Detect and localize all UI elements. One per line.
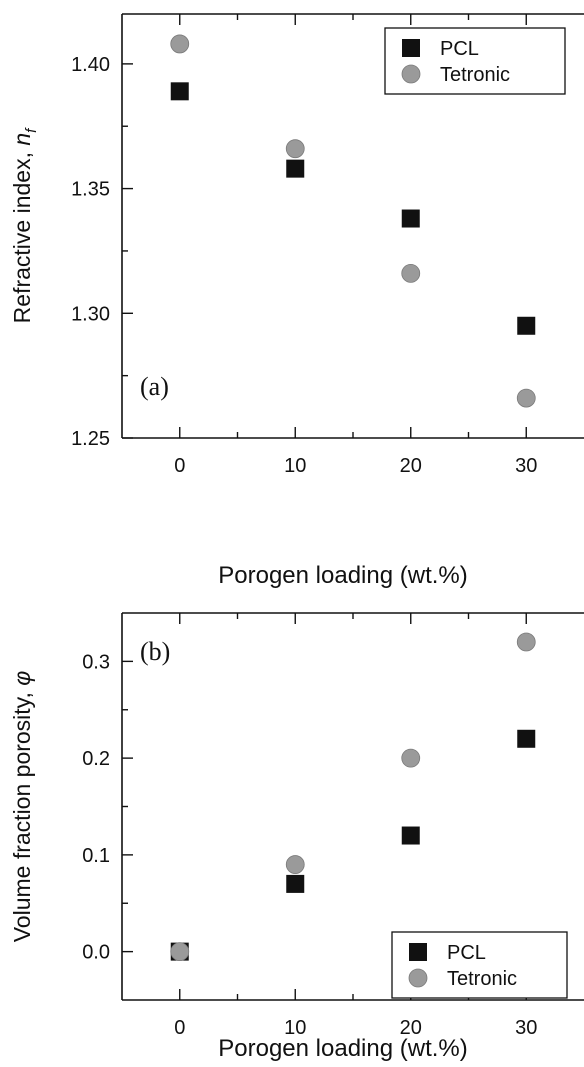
data-point-tetronic (516, 388, 536, 408)
data-point-tetronic (516, 632, 536, 652)
x-tick-label: 10 (284, 455, 306, 477)
data-point-pcl (401, 209, 420, 228)
data-point-tetronic (285, 855, 305, 874)
legend-marker-tetronic (401, 64, 421, 84)
data-point-tetronic (170, 942, 190, 962)
legend: PCL Tetronic (384, 27, 566, 95)
data-point-tetronic (401, 748, 421, 768)
y-axis-label: Volume fraction porosity, φ (9, 671, 35, 943)
y-tick-label: 1.35 (71, 179, 110, 201)
legend: PCL Tetronic (391, 931, 568, 999)
x-axis-label: Porogen loading (wt.%) (218, 1035, 467, 1062)
y-axis-label-symbol: φ (9, 671, 35, 686)
y-tick-label: 1.25 (71, 428, 110, 450)
legend-marker-pcl (402, 39, 420, 57)
series-pcl (170, 82, 536, 335)
y-axis-label-text: Refractive index, (9, 146, 35, 324)
legend-label-pcl: PCL (440, 38, 479, 60)
legend-label-pcl: PCL (447, 942, 486, 964)
y-axis-label-subscript: f (23, 127, 40, 133)
series-tetronic (170, 34, 536, 408)
data-point-pcl (517, 729, 536, 748)
y-tick-label: 1.30 (71, 303, 110, 325)
panel-label: (b) (140, 637, 170, 666)
x-tick-label: 0 (174, 455, 185, 477)
data-point-tetronic (170, 34, 190, 54)
y-tick-label: 0.3 (82, 651, 110, 673)
legend-marker-pcl (409, 943, 427, 961)
x-tick-label: 30 (515, 1017, 537, 1039)
data-point-pcl (286, 159, 305, 178)
x-tick-label: 20 (400, 455, 422, 477)
series-tetronic (170, 632, 536, 962)
y-tick-label: 1.40 (71, 54, 110, 76)
y-axis-label-text: Volume fraction porosity, (9, 686, 35, 943)
x-tick-label: 10 (284, 1017, 306, 1039)
series-pcl (170, 729, 536, 961)
data-point-tetronic (285, 139, 305, 159)
y-tick-label: 0.2 (82, 748, 110, 770)
y-tick-label: 0.0 (82, 942, 110, 964)
y-tick-label: 0.1 (82, 845, 110, 867)
x-axis-label: Porogen loading (wt.%) (218, 562, 467, 589)
chart-panel-a: 0 10 20 30 1.25 1.30 1.35 1.40 Porogen loading (… (9, 13, 584, 589)
data-point-pcl (401, 826, 420, 845)
legend-label-tetronic: Tetronic (447, 968, 517, 990)
y-axis-label-symbol: n (9, 133, 35, 146)
legend-marker-tetronic (408, 968, 428, 988)
data-point-pcl (170, 82, 189, 101)
data-point-tetronic (401, 263, 421, 283)
panel-label: (a) (140, 372, 169, 401)
data-point-pcl (517, 316, 536, 335)
chart-panel-b: 0 10 20 30 0.0 0.1 0.2 0.3 Porogen loading (wt.%… (9, 612, 584, 1062)
data-point-pcl (286, 874, 305, 893)
x-tick-label: 20 (400, 1017, 422, 1039)
y-axis-label: Refractive index, nf (9, 127, 40, 324)
legend-label-tetronic: Tetronic (440, 64, 510, 86)
x-tick-label: 0 (174, 1017, 185, 1039)
x-tick-label: 30 (515, 455, 537, 477)
